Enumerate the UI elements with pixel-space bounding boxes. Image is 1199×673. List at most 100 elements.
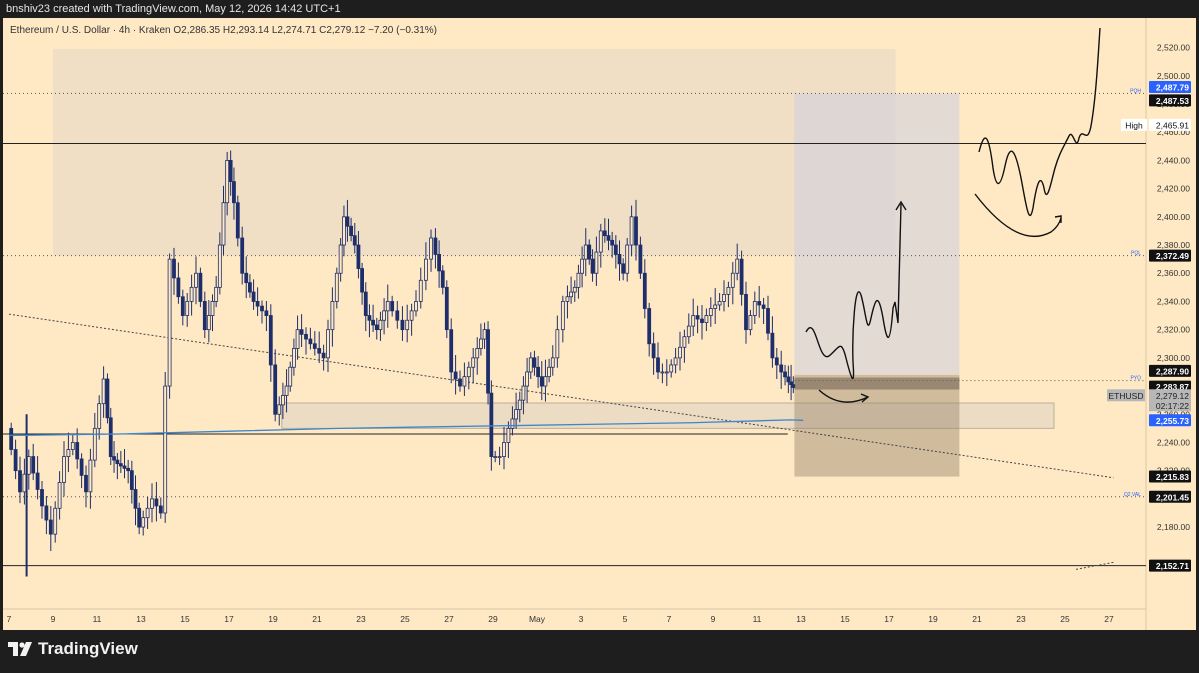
price-tick-label: 2,360.00 <box>1157 268 1190 278</box>
candle-body <box>206 315 211 331</box>
candle-body <box>360 268 365 293</box>
candle-body <box>217 244 222 288</box>
candle-body <box>510 418 515 429</box>
candle-body <box>606 235 611 241</box>
tradingview-logo[interactable]: TradingView <box>8 639 138 659</box>
time-tick-label: 17 <box>884 614 894 624</box>
candle-body <box>172 258 176 279</box>
candle-body <box>486 329 490 394</box>
symbol-legend[interactable]: Ethereum / U.S. Dollar · 4h · Kraken O2,… <box>10 25 437 36</box>
candle-body <box>326 329 330 359</box>
candle-body <box>789 381 793 386</box>
last-symbol-bg <box>1107 389 1145 402</box>
time-tick-label: 19 <box>928 614 938 624</box>
time-tick-label: 7 <box>7 614 12 624</box>
candle-body <box>75 442 80 460</box>
candle-body <box>766 308 770 334</box>
time-tick-label: 13 <box>136 614 146 624</box>
candle-body <box>284 385 289 396</box>
candle-body <box>433 237 438 255</box>
candle-body <box>458 378 462 387</box>
candle-body <box>273 364 278 415</box>
candle-body <box>437 254 442 272</box>
candle-body <box>514 409 519 420</box>
candle-body <box>277 404 282 415</box>
candle-body <box>598 230 603 253</box>
candle-body <box>280 395 285 406</box>
price-tick-label: 2,300.00 <box>1157 353 1190 363</box>
candle-body <box>154 498 159 507</box>
candle-body <box>602 230 607 237</box>
candle-body <box>506 427 511 443</box>
time-tick-label: 25 <box>400 614 410 624</box>
candle-body <box>9 427 14 450</box>
legend-high: H2,293.14 <box>223 25 270 36</box>
candle-body <box>88 459 93 493</box>
candle-body <box>363 291 368 316</box>
candle-body <box>374 324 379 331</box>
last-symbol-label: ETHUSD <box>1109 391 1144 401</box>
time-tick-label: 9 <box>711 614 716 624</box>
candle-body <box>497 456 502 458</box>
candle-body <box>664 371 669 374</box>
candle-body <box>678 346 682 359</box>
candle-body <box>774 357 779 366</box>
candle-body <box>629 216 634 246</box>
ma-value-tag: 2,255.73 <box>1156 416 1189 426</box>
candle-body <box>539 376 544 387</box>
candle-body <box>295 329 300 349</box>
candle-body <box>761 304 766 309</box>
candle-body <box>691 315 696 327</box>
ma-value-tag-bg <box>1149 414 1191 427</box>
pqh-level-tag-bg <box>1149 94 1191 107</box>
time-tick-label: 15 <box>180 614 190 624</box>
candle-body <box>695 315 700 320</box>
long-target-zone <box>794 93 960 375</box>
pql-tag-bg <box>1149 249 1191 262</box>
candle-body <box>334 272 339 302</box>
candle-body <box>112 456 116 461</box>
candle-body <box>700 318 704 324</box>
price-tick-label: 2,420.00 <box>1157 184 1190 194</box>
time-tick-label: 21 <box>312 614 322 624</box>
candle-body <box>730 272 735 288</box>
pqh-level-tag: 2,487.53 <box>1156 96 1189 106</box>
time-tick-label: 23 <box>356 614 366 624</box>
projection-arrow-head-cup <box>1054 215 1062 223</box>
candle-body <box>673 357 678 366</box>
candle-body <box>137 507 142 528</box>
candle-body <box>739 258 744 295</box>
candle-body <box>744 293 748 331</box>
candle-body <box>202 301 207 331</box>
high-value-bg <box>1149 118 1191 131</box>
candle-body <box>400 319 405 331</box>
candle-body <box>221 202 226 246</box>
candle-body <box>367 315 372 321</box>
candle-body <box>97 403 102 429</box>
candle-body <box>57 482 62 509</box>
candle-body <box>634 216 638 246</box>
projection-arrow-head-up <box>895 200 907 211</box>
candle-body <box>31 456 36 474</box>
candle-body <box>429 237 433 260</box>
price-tick-label: 2,340.00 <box>1157 296 1190 306</box>
tradingview-wordmark: TradingView <box>38 639 138 658</box>
candle-body <box>621 263 626 274</box>
svg-text:Ethereum / U.S. Dollar · 4h ·: Ethereum / U.S. Dollar · 4h · Kraken O2,… <box>10 25 437 36</box>
candle-body <box>264 310 269 316</box>
candle-body <box>385 301 390 312</box>
candle-body <box>225 160 230 204</box>
time-tick-label: 21 <box>972 614 982 624</box>
time-tick-label: 19 <box>268 614 278 624</box>
candle-body <box>647 308 652 345</box>
candle-body <box>304 333 308 340</box>
candle-body <box>382 310 387 321</box>
time-tick-label: 3 <box>579 614 584 624</box>
price-tick-label: 2,440.00 <box>1157 155 1190 165</box>
candle-body <box>232 181 236 204</box>
candle-body <box>617 254 622 265</box>
candle-body <box>145 507 150 519</box>
demand-zone <box>281 402 1055 429</box>
time-tick-label: 17 <box>224 614 234 624</box>
